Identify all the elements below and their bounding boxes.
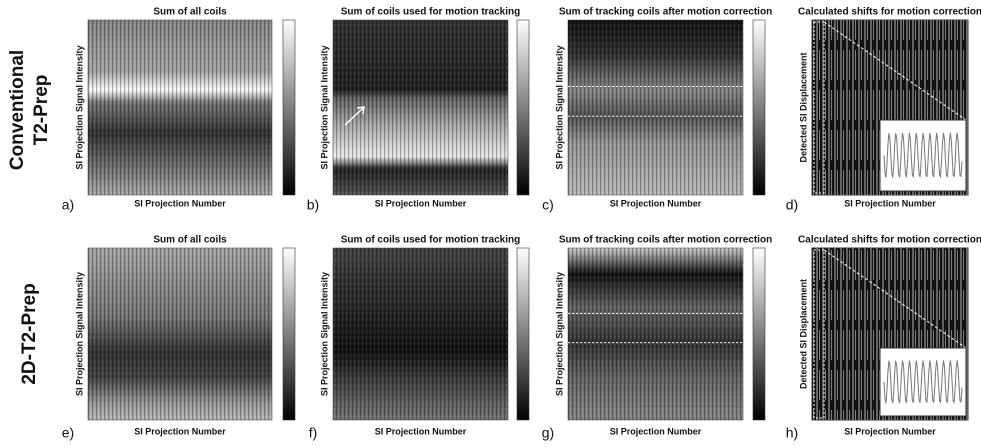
panel-letter: a) [62, 197, 74, 213]
row-label: 2D-T2-Prep [19, 283, 40, 384]
y-axis-label: SI Projection Signal Intensity [319, 45, 329, 169]
panel-letter: c) [542, 197, 554, 213]
zoom-box [813, 21, 825, 194]
colorbar [752, 247, 766, 421]
panel-title: Sum of tracking coils after motion corre… [559, 235, 772, 246]
y-axis-label: Detected SI Displacement [798, 279, 808, 389]
panel-letter: f) [309, 425, 318, 441]
x-axis-label: SI Projection Number [844, 426, 936, 436]
x-axis-label: SI Projection Number [134, 198, 226, 208]
image-texture [568, 20, 743, 195]
colorbar [752, 19, 766, 196]
x-axis-label: SI Projection Number [610, 198, 702, 208]
y-axis-label: SI Projection Signal Intensity [74, 45, 84, 169]
inset [879, 119, 967, 192]
inset [879, 347, 967, 417]
panel-letter: g) [542, 425, 554, 441]
x-axis-label: SI Projection Number [844, 198, 936, 208]
panel-title: Calculated shifts for motion correction [798, 7, 981, 18]
zoom-box [813, 249, 825, 419]
panel-title: Sum of all coils [153, 7, 227, 18]
zoom-line [823, 21, 967, 121]
row-label: T2-Prep [31, 75, 52, 146]
y-axis-label: SI Projection Signal Intensity [554, 272, 564, 396]
zoom-line [823, 249, 967, 349]
image-texture [568, 248, 743, 420]
colorbar [282, 247, 296, 421]
panel-letter: e) [62, 425, 74, 441]
y-axis-label: Detected SI Displacement [798, 52, 808, 162]
y-axis-label: SI Projection Signal Intensity [74, 272, 84, 396]
panel-title: Sum of coils used for motion tracking [341, 235, 520, 246]
inset-wave [883, 132, 963, 179]
y-axis-label: SI Projection Signal Intensity [319, 272, 329, 396]
colorbar [282, 19, 296, 196]
panel-letter: b) [307, 197, 319, 213]
x-axis-label: SI Projection Number [375, 426, 467, 436]
inset-wave [883, 360, 963, 404]
panel-letter: h) [786, 425, 798, 441]
colorbar [516, 19, 530, 196]
x-axis-label: SI Projection Number [375, 198, 467, 208]
image-texture [88, 248, 272, 420]
row-label: Conventional [7, 50, 28, 170]
panel-title: Sum of coils used for motion tracking [341, 7, 520, 18]
panel-title: Calculated shifts for motion correction [798, 235, 981, 246]
panel-title: Sum of all coils [153, 235, 227, 246]
x-axis-label: SI Projection Number [610, 426, 702, 436]
y-axis-label: SI Projection Signal Intensity [554, 45, 564, 169]
image-texture [333, 248, 508, 420]
image-texture [88, 20, 272, 195]
arrow [344, 106, 365, 126]
colorbar [516, 247, 530, 421]
panel-letter: d) [786, 197, 798, 213]
x-axis-label: SI Projection Number [134, 426, 226, 436]
panel-title: Sum of tracking coils after motion corre… [559, 7, 772, 18]
